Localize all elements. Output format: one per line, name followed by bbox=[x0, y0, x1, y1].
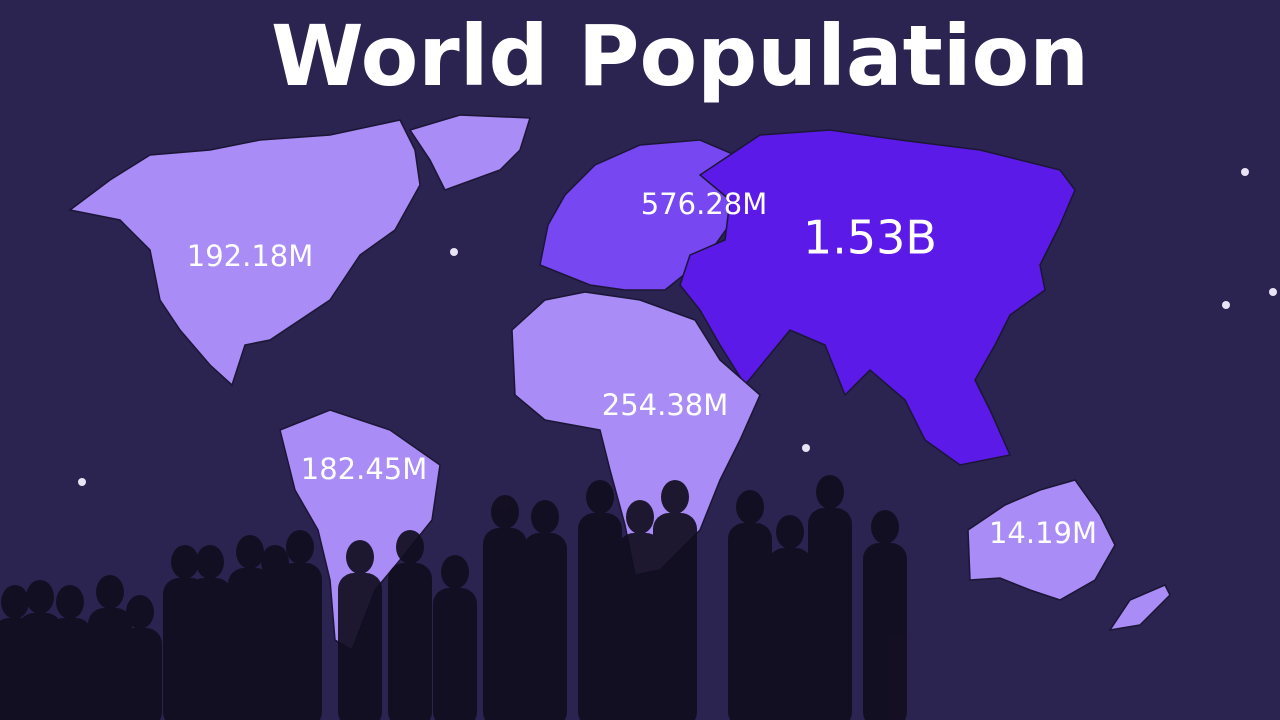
person-body bbox=[578, 513, 622, 720]
person-head bbox=[441, 555, 469, 589]
title: World Population bbox=[271, 7, 1089, 105]
region-label: 576.28M bbox=[641, 187, 768, 221]
person-head bbox=[286, 530, 314, 564]
person-head bbox=[736, 490, 764, 524]
person-body bbox=[48, 618, 92, 720]
person-head bbox=[776, 515, 804, 549]
star bbox=[1269, 288, 1277, 296]
person-body bbox=[728, 523, 772, 720]
north-america bbox=[68, 119, 421, 387]
stars bbox=[78, 168, 1277, 486]
star bbox=[1241, 168, 1249, 176]
person-head bbox=[586, 480, 614, 514]
person-head bbox=[96, 575, 124, 609]
person-head bbox=[56, 585, 84, 619]
person-body bbox=[523, 533, 567, 720]
region-label: 254.38M bbox=[602, 388, 729, 422]
person-head bbox=[126, 595, 154, 629]
person-head bbox=[531, 500, 559, 534]
person-head bbox=[171, 545, 199, 579]
region-label: 1.53B bbox=[803, 211, 937, 265]
person-body bbox=[388, 563, 432, 720]
star bbox=[450, 248, 458, 256]
australia bbox=[967, 479, 1116, 601]
person-body bbox=[278, 563, 322, 720]
person-head bbox=[236, 535, 264, 569]
star bbox=[1222, 301, 1230, 309]
person-head bbox=[816, 475, 844, 509]
crowd-silhouettes bbox=[0, 475, 907, 720]
person-body bbox=[188, 578, 232, 720]
person-body bbox=[338, 573, 382, 720]
person-head bbox=[661, 480, 689, 514]
person-body bbox=[863, 543, 907, 720]
africa bbox=[511, 291, 761, 576]
asia bbox=[679, 129, 1076, 466]
region-label: 14.19M bbox=[989, 516, 1097, 550]
greenland bbox=[408, 114, 532, 191]
person-body bbox=[618, 533, 662, 720]
person-head bbox=[196, 545, 224, 579]
person-body bbox=[483, 528, 527, 720]
person-head bbox=[491, 495, 519, 529]
region-label: 182.45M bbox=[301, 452, 428, 486]
star bbox=[78, 478, 86, 486]
person-head bbox=[26, 580, 54, 614]
person-head bbox=[1, 585, 29, 619]
region-label: 192.18M bbox=[187, 239, 314, 273]
person-body bbox=[808, 508, 852, 720]
person-head bbox=[871, 510, 899, 544]
person-head bbox=[396, 530, 424, 564]
new-zealand bbox=[1108, 584, 1171, 632]
person-head bbox=[626, 500, 654, 534]
person-head bbox=[346, 540, 374, 574]
person-body bbox=[433, 588, 477, 720]
star bbox=[802, 444, 810, 452]
person-body bbox=[653, 513, 697, 720]
person-body bbox=[118, 628, 162, 720]
person-body bbox=[768, 548, 812, 720]
